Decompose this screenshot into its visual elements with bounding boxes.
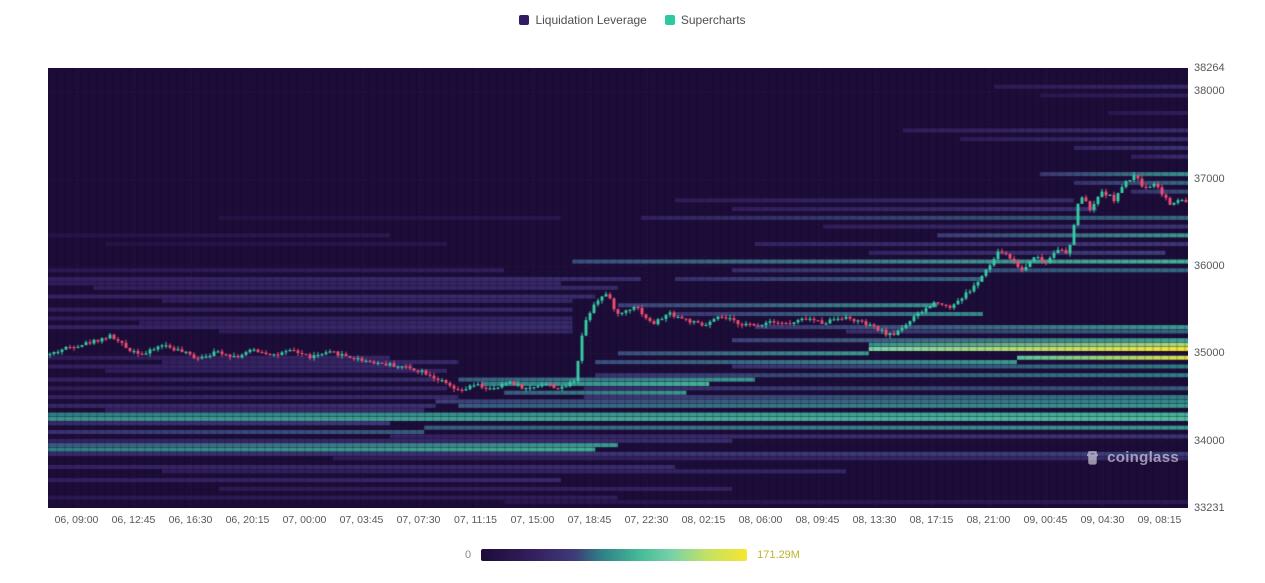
- y-axis: 38264 38000 37000 36000 35000 34000 33231: [1194, 62, 1258, 514]
- colorbar-gradient: [481, 549, 748, 561]
- x-axis-tick: 06, 16:30: [168, 514, 213, 526]
- x-axis-tick: 07, 03:45: [339, 514, 384, 526]
- legend-item-0[interactable]: Liquidation Leverage: [519, 13, 647, 27]
- legend-item-1[interactable]: Supercharts: [664, 13, 746, 27]
- x-axis-tick: 07, 18:45: [567, 514, 612, 526]
- legend-label: Liquidation Leverage: [535, 13, 647, 27]
- legend-swatch-icon: [519, 15, 530, 25]
- y-axis-tick: 33231: [1194, 502, 1225, 514]
- colorbar-min-label: 0: [465, 549, 472, 561]
- x-axis-tick: 08, 13:30: [852, 514, 897, 526]
- x-axis-tick: 09, 04:30: [1080, 514, 1125, 526]
- x-axis-tick: 08, 21:00: [966, 514, 1011, 526]
- chart-legend: Liquidation Leverage Supercharts: [0, 13, 1265, 27]
- legend-swatch-icon: [664, 15, 675, 25]
- y-axis-tick: 35000: [1194, 347, 1225, 360]
- x-axis-tick: 09, 08:15: [1137, 514, 1182, 526]
- y-axis-tick: 38000: [1194, 85, 1225, 98]
- x-axis-tick: 07, 07:30: [396, 514, 441, 526]
- y-axis-tick: 38264: [1194, 62, 1225, 74]
- x-axis-tick: 09, 00:45: [1023, 514, 1068, 526]
- x-axis-tick: 06, 09:00: [54, 514, 99, 526]
- colorbar-max-label: 171.29M: [757, 549, 800, 561]
- y-axis-tick: 36000: [1194, 259, 1225, 272]
- x-axis-tick: 06, 20:15: [225, 514, 270, 526]
- x-axis-tick: 07, 00:00: [282, 514, 327, 526]
- liquidation-heatmap-canvas[interactable]: [48, 68, 1188, 508]
- x-axis-tick: 07, 22:30: [624, 514, 669, 526]
- x-axis-tick: 08, 02:15: [681, 514, 726, 526]
- x-axis: 06, 09:00 06, 12:45 06, 16:30 06, 20:15 07, …: [48, 514, 1188, 526]
- x-axis-tick: 08, 09:45: [795, 514, 840, 526]
- x-axis-tick: 07, 11:15: [453, 514, 497, 526]
- x-axis-tick: 06, 12:45: [111, 514, 156, 526]
- legend-label: Supercharts: [680, 13, 746, 27]
- y-axis-tick: 34000: [1194, 434, 1225, 447]
- colorbar: 0 171.29M: [0, 549, 1265, 561]
- x-axis-tick: 08, 06:00: [738, 514, 783, 526]
- y-axis-tick: 37000: [1194, 172, 1225, 185]
- x-axis-tick: 08, 17:15: [909, 514, 954, 526]
- heatmap-plot-area: coinglass: [48, 68, 1188, 508]
- x-axis-tick: 07, 15:00: [510, 514, 555, 526]
